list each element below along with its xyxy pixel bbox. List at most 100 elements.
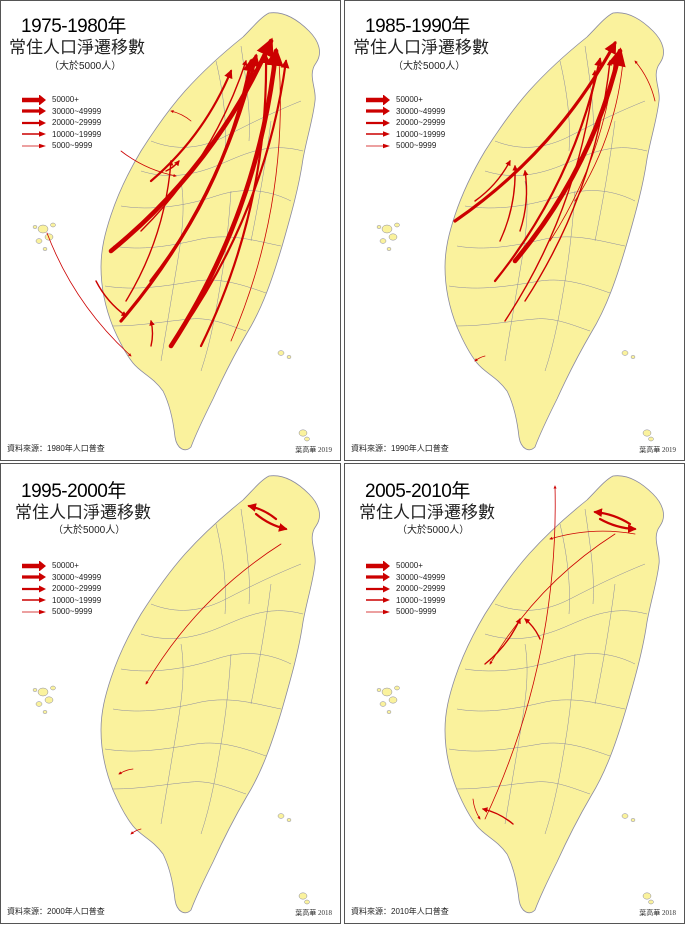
- migration-flow-arrow: [549, 55, 617, 242]
- migration-flow-arrow: [593, 508, 632, 526]
- county-boundary: [456, 318, 591, 332]
- county-boundary: [448, 279, 611, 294]
- county-boundary: [504, 180, 528, 362]
- legend-item: 50000+: [21, 94, 101, 105]
- map-panel-1995-2000: 1995-2000年 常住人口淨遷移數 （大於5000人） 50000+ 3000…: [0, 463, 341, 924]
- taiwan-island: [444, 12, 664, 451]
- county-boundary: [200, 653, 232, 835]
- islet: [304, 436, 310, 442]
- legend-label: 10000~19999: [396, 129, 446, 139]
- legend-label: 30000~49999: [52, 572, 102, 582]
- legend-label: 50000+: [396, 95, 423, 104]
- legend-item: 30000~49999: [21, 106, 101, 117]
- migration-flow-arrow: [453, 40, 617, 223]
- county-boundary: [504, 643, 528, 825]
- panel-title: 常住人口淨遷移數: [9, 38, 145, 57]
- legend-item: 50000+: [365, 560, 445, 571]
- panel-note: （大於5000人）: [49, 61, 122, 72]
- flow-legend: 50000+ 30000~49999 20000~29999 10000~19999 5…: [365, 560, 445, 618]
- migration-flow-arrow: [165, 160, 180, 172]
- county-boundary: [112, 236, 282, 249]
- islet: [44, 696, 54, 704]
- county-boundary: [448, 742, 611, 757]
- legend-label: 5000~9999: [396, 607, 437, 616]
- legend-arrow-icon: [366, 597, 390, 603]
- county-boundary: [456, 699, 626, 712]
- legend-arrow-icon: [366, 106, 390, 116]
- migration-flow-arrow: [499, 164, 518, 242]
- county-boundary: [456, 781, 591, 795]
- author-credit: 葉高華 2018: [295, 909, 332, 917]
- taiwan-map: [32, 475, 320, 914]
- legend-item: 10000~19999: [365, 129, 445, 140]
- islet: [42, 247, 48, 251]
- migration-flow-arrow: [149, 69, 233, 183]
- islet: [642, 892, 652, 900]
- migration-flow-arrow: [484, 485, 557, 820]
- migration-flow-arrow: [598, 517, 637, 534]
- legend-item: 5000~9999: [365, 606, 445, 617]
- islet: [630, 355, 636, 359]
- islet: [381, 224, 393, 234]
- islet: [648, 899, 654, 905]
- islet: [35, 701, 43, 707]
- panel-period: 2005-2010年: [365, 481, 470, 502]
- panel-period: 1985-1990年: [365, 16, 470, 37]
- migration-flow-arrow: [170, 110, 192, 122]
- legend-arrow-icon: [366, 585, 390, 592]
- migration-flow-arrow: [95, 280, 127, 317]
- author-credit: 葉高華 2019: [295, 446, 332, 454]
- legend-label: 20000~29999: [396, 118, 446, 127]
- legend-item: 5000~9999: [21, 140, 101, 151]
- migration-flow-arrow: [120, 150, 177, 178]
- migration-flow-arrow: [549, 530, 636, 540]
- migration-flow-arrow: [524, 59, 613, 302]
- legend-arrow-icon: [366, 131, 390, 137]
- legend-item: 5000~9999: [21, 606, 101, 617]
- islet: [37, 687, 49, 697]
- legend-item: 10000~19999: [365, 595, 445, 606]
- legend-item: 30000~49999: [365, 572, 445, 583]
- panel-period: 1995-2000年: [21, 481, 126, 502]
- legend-label: 50000+: [52, 561, 79, 570]
- taiwan-map: [32, 12, 320, 451]
- legend-item: 30000~49999: [365, 106, 445, 117]
- islet: [621, 350, 629, 356]
- legend-item: 20000~29999: [21, 117, 101, 128]
- taiwan-island: [100, 475, 320, 914]
- legend-item: 50000+: [365, 94, 445, 105]
- county-boundary: [120, 653, 292, 672]
- islet: [286, 355, 292, 359]
- flow-legend: 50000+ 30000~49999 20000~29999 10000~19999 5…: [21, 560, 101, 618]
- county-boundary: [112, 699, 282, 712]
- migration-flow-arrow: [118, 768, 134, 775]
- islet: [277, 813, 285, 819]
- panel-title: 常住人口淨遷移數: [359, 503, 495, 522]
- county-boundary: [112, 781, 247, 795]
- author-credit: 葉高華 2018: [639, 909, 676, 917]
- migration-flow-arrow: [247, 503, 278, 521]
- legend-item: 10000~19999: [21, 595, 101, 606]
- islet: [379, 238, 387, 244]
- legend-arrow-icon: [22, 131, 46, 137]
- county-boundary: [215, 60, 226, 152]
- migration-flow-arrow: [519, 169, 529, 232]
- legend-arrow-icon: [22, 119, 46, 126]
- islet: [298, 892, 308, 900]
- legend-label: 10000~19999: [52, 129, 102, 139]
- county-boundary: [104, 279, 267, 294]
- migration-flow-arrow: [504, 69, 598, 322]
- legend-label: 30000~49999: [396, 106, 446, 116]
- county-boundary: [544, 653, 576, 835]
- county-boundary: [250, 120, 272, 242]
- county-boundary: [120, 190, 292, 209]
- county-boundary: [544, 190, 576, 372]
- migration-flow-arrow: [481, 807, 514, 825]
- legend-item: 20000~29999: [365, 583, 445, 594]
- islet: [298, 429, 308, 437]
- legend-label: 10000~19999: [396, 595, 446, 605]
- data-source: 資料來源：1980年人口普查: [7, 444, 105, 453]
- islet: [286, 818, 292, 822]
- migration-flow-arrow: [149, 319, 155, 347]
